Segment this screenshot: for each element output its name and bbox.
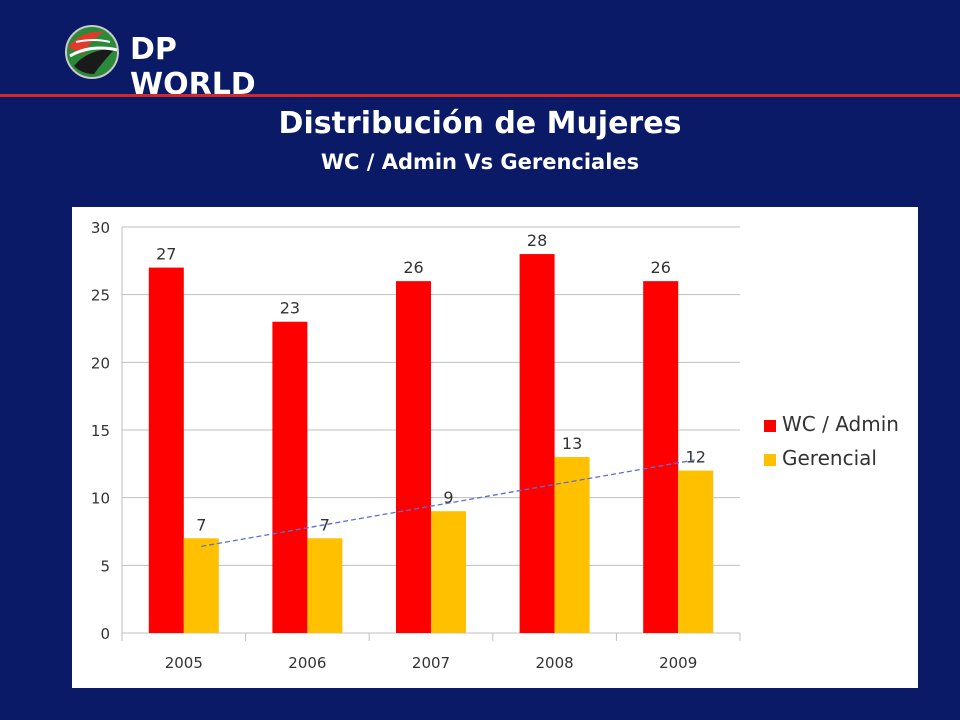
gerencial-data-label: 13 [562, 434, 582, 453]
header-divider [0, 94, 960, 97]
gerencial-bar [431, 511, 466, 633]
y-tick-label: 20 [91, 354, 110, 372]
chart-panel: 0 5 10 15 20 25 30 2005 2006 2007 2008 2009 27 23 26 28… [72, 207, 918, 688]
legend-swatch-wc-admin [764, 420, 776, 432]
gerencial-data-label: 7 [196, 515, 206, 534]
x-tick-label: 2008 [536, 654, 574, 672]
y-tick-label: 30 [91, 219, 110, 237]
wc-admin-data-label: 27 [156, 245, 176, 264]
legend-label-gerencial: Gerencial [782, 446, 877, 470]
dp-world-logo: DP WORLD [60, 20, 280, 102]
wc-admin-bar [643, 281, 679, 633]
wc-admin-bar [396, 281, 431, 633]
x-tick-label: 2007 [412, 654, 450, 672]
gerencial-bar [183, 538, 219, 633]
wc-admin-data-label: 26 [403, 258, 423, 277]
dp-world-globe-icon [65, 25, 119, 79]
x-tick-label: 2005 [165, 654, 203, 672]
gerencial-bar [678, 470, 714, 633]
y-tick-label: 25 [91, 287, 110, 305]
wc-admin-data-label: 28 [527, 231, 547, 250]
wc-admin-data-label: 26 [651, 258, 671, 277]
wc-admin-bar [519, 254, 555, 634]
slide-subtitle: WC / Admin Vs Gerenciales [320, 150, 640, 174]
y-tick-label: 0 [100, 625, 110, 643]
wc-admin-bar [148, 267, 184, 633]
x-tick-label: 2006 [288, 654, 326, 672]
gerencial-data-label: 7 [320, 515, 330, 534]
legend-label-wc-admin: WC / Admin [782, 412, 899, 436]
gerencial-bar [554, 457, 590, 633]
logo-text: DP WORLD [130, 32, 256, 102]
gerencial-data-label: 9 [443, 488, 453, 507]
wc-admin-bar [272, 321, 308, 633]
gerencial-bar [307, 538, 343, 633]
bar-chart: 0 5 10 15 20 25 30 2005 2006 2007 2008 2009 27 23 26 28… [91, 219, 899, 672]
y-tick-label: 5 [100, 557, 110, 575]
gerencial-data-label: 12 [686, 448, 706, 467]
legend-swatch-gerencial [764, 454, 776, 466]
y-tick-label: 10 [91, 490, 110, 508]
slide-title: Distribución de Mujeres [278, 106, 682, 141]
y-tick-label: 15 [91, 422, 110, 440]
wc-admin-data-label: 23 [280, 299, 300, 318]
x-tick-label: 2009 [659, 654, 697, 672]
trendline [201, 459, 696, 548]
